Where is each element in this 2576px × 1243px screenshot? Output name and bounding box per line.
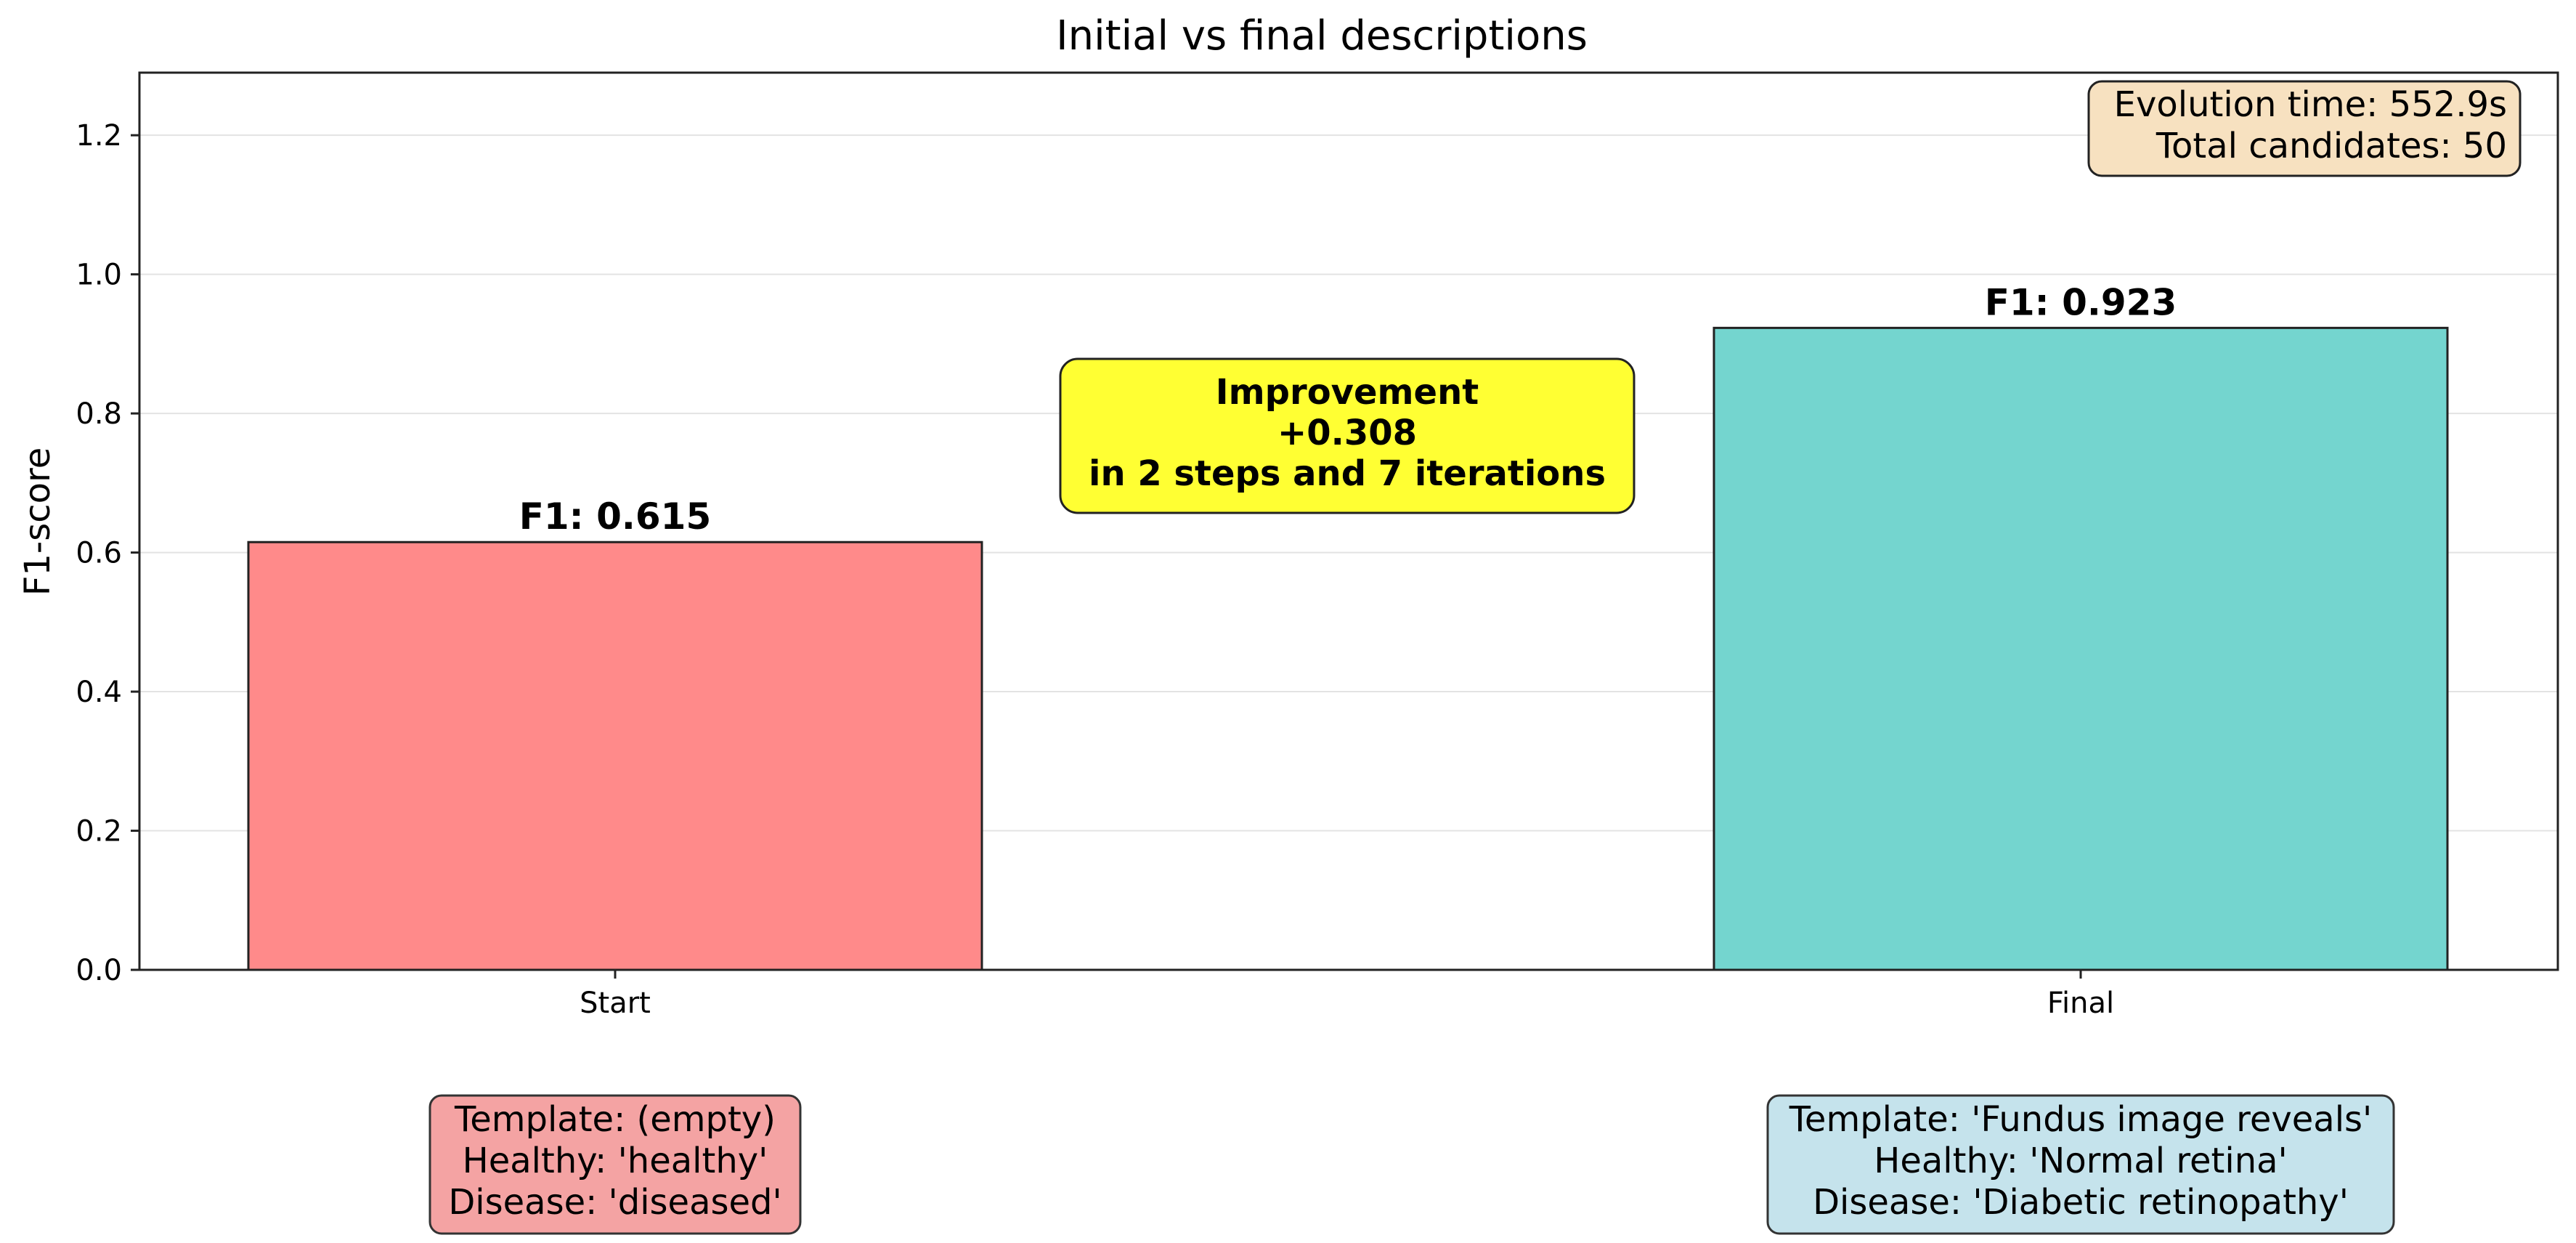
- bar-start: [247, 540, 983, 971]
- y-tick-label: 1.0: [76, 259, 122, 292]
- start-disease: Disease: 'diseased': [448, 1182, 781, 1223]
- y-tick-label: 0.2: [76, 815, 122, 849]
- x-axis: Start Final: [580, 970, 2114, 1020]
- improvement-line-1: Improvement: [1216, 372, 1479, 413]
- y-axis: 0.0 0.2 0.4 0.6 0.8 1.0 1.2: [76, 119, 139, 987]
- final-template: Template: 'Fundus image reveals': [1789, 1099, 2373, 1140]
- improvement-line-3: in 2 steps and 7 iterations: [1089, 453, 1606, 494]
- y-axis-label: F1-score: [17, 448, 58, 596]
- start-description: Template: (empty) Healthy: 'healthy' Dis…: [428, 1094, 802, 1235]
- chart-title: Initial vs final descriptions: [1056, 12, 1588, 60]
- info-annotation: Evolution time: 552.9s Total candidates:…: [2087, 80, 2522, 177]
- bars: [247, 326, 2449, 971]
- improvement-line-2: +0.308: [1277, 413, 1417, 453]
- value-label-final: F1: 0.923: [1985, 281, 2177, 323]
- y-tick-label: 0.4: [76, 676, 122, 709]
- improvement-box: [1059, 357, 1636, 514]
- value-labels: F1: 0.615 F1: 0.923: [519, 281, 2177, 538]
- final-healthy: Healthy: 'Normal retina': [1874, 1141, 2287, 1181]
- x-tick-label: Start: [580, 987, 651, 1020]
- value-label-start: F1: 0.615: [519, 495, 712, 538]
- x-tick-label: Final: [2047, 987, 2114, 1020]
- improvement-annotation: Improvement +0.308 in 2 steps and 7 iter…: [1059, 357, 1636, 514]
- y-tick-label: 0.8: [76, 397, 122, 431]
- info-box: [2087, 80, 2522, 177]
- final-description-box: [1766, 1094, 2395, 1235]
- plot-frame: [138, 71, 2559, 971]
- final-description: Template: 'Fundus image reveals' Healthy…: [1766, 1094, 2395, 1235]
- y-tick-label: 0.0: [76, 954, 122, 987]
- bar-final: [1712, 326, 2449, 971]
- start-healthy: Healthy: 'healthy': [463, 1141, 768, 1181]
- start-description-box: [428, 1094, 802, 1235]
- y-tick-label: 1.2: [76, 119, 122, 153]
- y-tick-label: 0.6: [76, 537, 122, 570]
- total-candidates: Total candidates: 50: [2156, 126, 2507, 166]
- evolution-time: Evolution time: 552.9s: [2114, 84, 2507, 125]
- final-disease: Disease: 'Diabetic retinopathy': [1813, 1182, 2349, 1223]
- start-template: Template: (empty): [454, 1099, 776, 1140]
